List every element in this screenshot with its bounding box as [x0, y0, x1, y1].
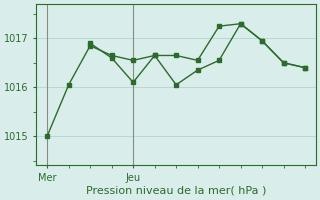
X-axis label: Pression niveau de la mer( hPa ): Pression niveau de la mer( hPa )	[86, 186, 266, 196]
